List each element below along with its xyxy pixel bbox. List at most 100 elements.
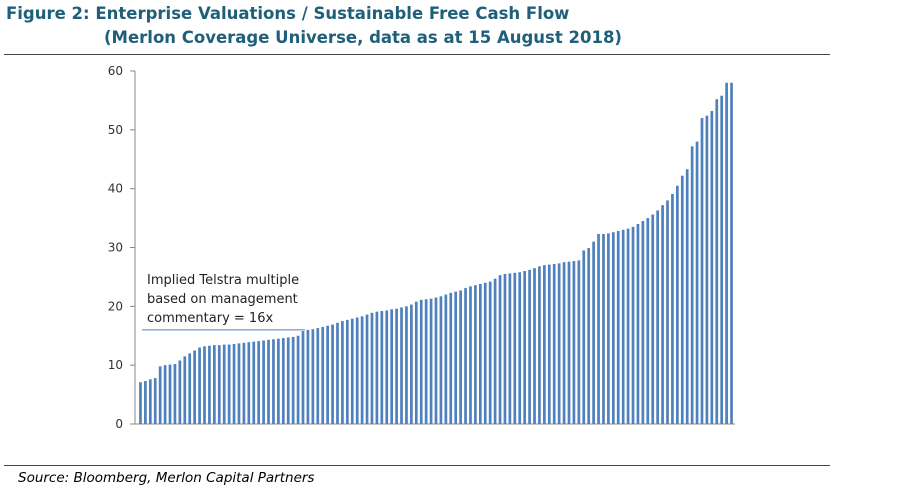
bar <box>424 299 428 424</box>
bar <box>429 298 433 424</box>
bar <box>365 314 369 424</box>
y-axis: 0 10 20 30 40 50 60 <box>108 64 136 431</box>
y-tick-label: 20 <box>108 299 123 313</box>
bar <box>498 275 502 424</box>
bar <box>488 281 492 424</box>
bar <box>178 360 182 424</box>
bar <box>690 146 694 424</box>
bar <box>493 278 497 424</box>
bar <box>183 356 187 424</box>
bar <box>272 339 275 424</box>
y-tick-label: 10 <box>108 358 123 372</box>
bar <box>597 233 600 424</box>
bar <box>533 268 536 424</box>
bar <box>262 340 265 424</box>
bar <box>419 299 423 424</box>
bar <box>725 82 728 425</box>
bar <box>400 307 403 424</box>
bar <box>661 205 664 424</box>
bar <box>168 364 172 424</box>
bar <box>281 338 285 424</box>
bar <box>242 342 246 424</box>
y-tick-label: 40 <box>108 182 123 196</box>
bar <box>316 328 320 424</box>
bar <box>562 262 566 424</box>
annotation-line: commentary = 16x <box>147 311 273 326</box>
figure-title: Figure 2: Enterprise Valuations / Sustai… <box>6 2 886 50</box>
bar <box>331 324 334 424</box>
y-tick-label: 30 <box>108 241 123 255</box>
reference-annotation: Implied Telstra multiple based on managem… <box>142 273 305 331</box>
bar <box>478 283 482 424</box>
bar <box>587 248 591 424</box>
bar <box>144 381 147 424</box>
bar <box>286 337 290 424</box>
bar <box>390 309 394 424</box>
bar <box>341 321 344 424</box>
bar <box>296 335 300 424</box>
figure-title-line-2: (Merlon Coverage Universe, data as at 15… <box>104 28 622 47</box>
bar <box>405 306 408 424</box>
y-tick-label: 0 <box>115 417 123 431</box>
bar <box>582 250 586 424</box>
bar <box>439 296 443 424</box>
bar <box>464 288 467 424</box>
bar <box>656 210 660 424</box>
bar <box>449 292 453 424</box>
bar <box>212 345 216 424</box>
bar <box>306 329 310 424</box>
annotation-line: based on management <box>147 292 298 307</box>
bar <box>326 325 329 424</box>
bar <box>360 316 364 424</box>
bar <box>434 297 438 424</box>
bar <box>321 326 325 424</box>
bar <box>730 82 733 425</box>
bar <box>543 265 546 424</box>
bar <box>700 118 704 424</box>
bar <box>410 304 413 424</box>
bar <box>602 233 605 424</box>
bar <box>217 345 221 424</box>
bar <box>454 291 458 425</box>
bar <box>680 175 684 424</box>
bar <box>676 185 679 424</box>
bar <box>198 347 201 424</box>
bar <box>222 344 226 424</box>
bar <box>311 329 315 424</box>
bar <box>208 345 211 424</box>
bar <box>395 308 398 424</box>
annotation-line: Implied Telstra multiple <box>147 273 299 288</box>
bar <box>666 200 669 424</box>
bar <box>705 115 709 425</box>
bar <box>188 353 192 424</box>
bar <box>370 312 374 424</box>
bar <box>193 350 196 424</box>
bar <box>336 322 339 424</box>
bar <box>350 318 354 424</box>
bar <box>301 331 305 424</box>
bar-series <box>139 82 733 425</box>
bar <box>474 285 477 424</box>
bar <box>671 193 674 424</box>
bar <box>355 317 359 424</box>
source-note: Source: Bloomberg, Merlon Capital Partne… <box>18 470 315 486</box>
bar <box>626 228 630 424</box>
source-divider <box>4 465 830 466</box>
bar <box>547 264 551 424</box>
bar <box>444 294 448 424</box>
bar <box>277 338 280 424</box>
bar <box>380 311 384 424</box>
bar <box>247 342 251 424</box>
figure-title-line-1: Figure 2: Enterprise Valuations / Sustai… <box>6 4 570 23</box>
bar <box>139 382 142 424</box>
bar <box>641 221 645 424</box>
bar <box>291 336 295 424</box>
bar <box>513 272 517 424</box>
bar <box>646 218 650 424</box>
bar <box>552 263 556 424</box>
bar <box>528 269 531 424</box>
bar <box>636 223 640 424</box>
bar <box>607 233 610 424</box>
bar <box>508 273 512 424</box>
